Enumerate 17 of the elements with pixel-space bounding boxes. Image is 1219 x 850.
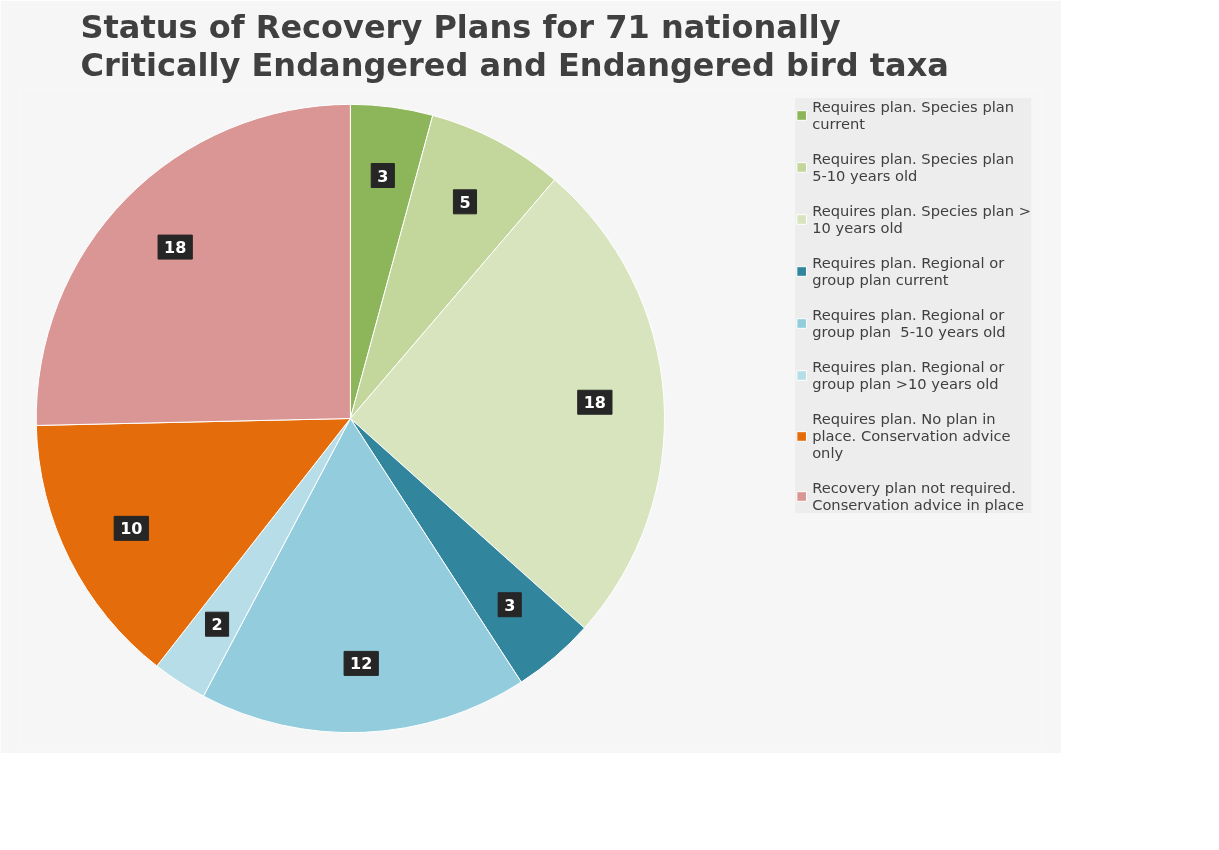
legend-label: Requires plan. No plan in place. Conservation advice only [812, 410, 1011, 461]
legend-label: Requires plan. Species plan current [812, 98, 1015, 132]
legend-label: Requires plan. Regional or group plan current [812, 254, 1005, 288]
chart-title: Status of Recovery Plans for 71 nationally Critically Endangered and Endangered bird taxa [80, 7, 949, 84]
data-label: 10 [120, 519, 143, 539]
legend-label: Requires plan. Species plan 5-10 years old [812, 150, 1015, 184]
data-label: 12 [350, 654, 373, 674]
data-label: 18 [164, 238, 187, 258]
data-label: 2 [211, 615, 223, 635]
legend-label: Requires plan. Species plan > 10 years old [812, 202, 1031, 236]
data-label: 3 [377, 166, 389, 186]
data-label: 18 [583, 393, 606, 413]
legend-label: Recovery plan not required. Conservation advice in place [812, 479, 1024, 513]
legend-label: Requires plan. Regional or group plan >10 years old [812, 358, 1005, 392]
data-label: 3 [504, 595, 516, 615]
legend-label: Requires plan. Regional or group plan 5-10 years old [812, 306, 1006, 340]
data-label: 5 [459, 192, 471, 212]
